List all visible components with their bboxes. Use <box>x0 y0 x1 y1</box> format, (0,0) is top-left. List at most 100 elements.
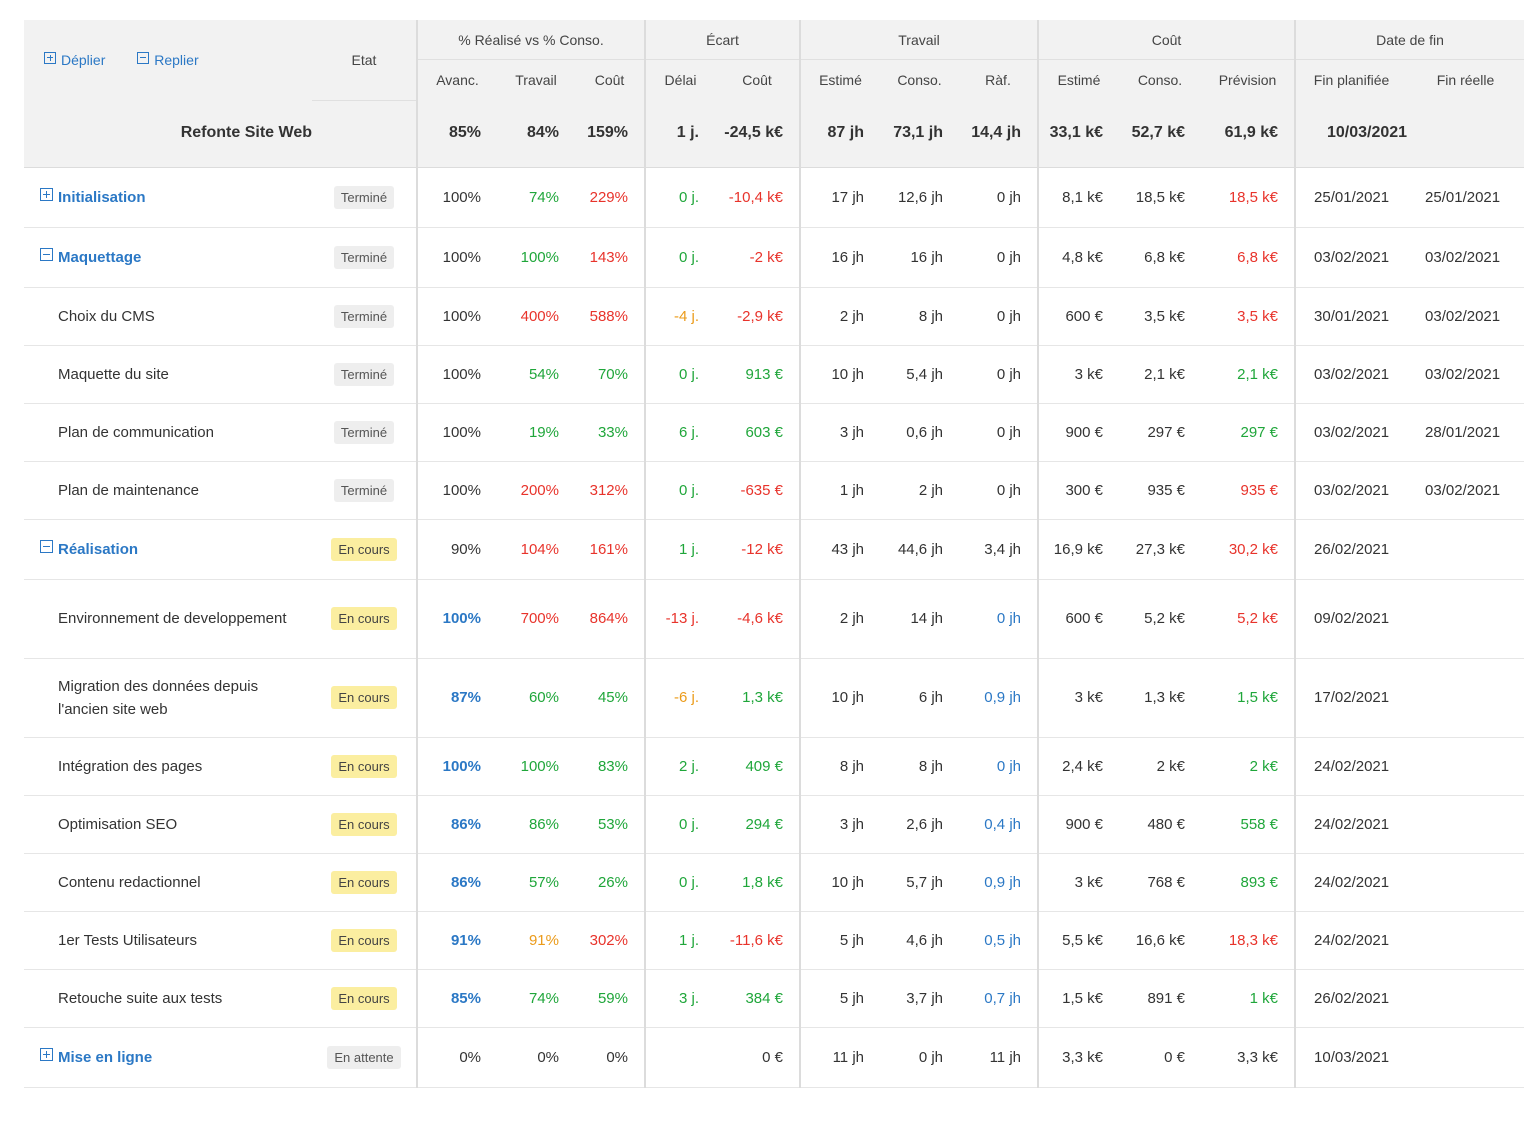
col-header-conso[interactable]: Conso. <box>880 59 959 100</box>
cell-fin-planifiee: 03/02/2021 <box>1294 345 1408 404</box>
col-header-cout-conso[interactable]: Conso. <box>1119 59 1201 100</box>
col-header-fin-reelle[interactable]: Fin réelle <box>1407 59 1524 100</box>
cell-ecart-cout: -11,6 k€ <box>715 911 800 970</box>
task-row[interactable]: Maquette du site Terminé 100% 54% 70% 0 j. 913… <box>24 345 1524 404</box>
cell-raf: 0 jh <box>959 403 1038 462</box>
col-header-ecart-cout[interactable]: Coût <box>715 59 800 100</box>
expand-plus-icon[interactable] <box>40 188 53 202</box>
status-badge: Terminé <box>333 362 395 386</box>
cell-cout-conso: 5,2 k€ <box>1119 579 1201 659</box>
project-total-row: Refonte Site Web 85% 84% 159% 1 j. -24,5… <box>24 100 1524 168</box>
col-header-avanc[interactable]: Avanc. <box>416 59 497 100</box>
cell-delai: 1 j. <box>644 911 715 970</box>
phase-name[interactable]: Mise en ligne <box>58 1048 153 1066</box>
cell-fin-planifiee: 03/02/2021 <box>1294 461 1408 520</box>
cell-cout-estime: 3,3 k€ <box>1037 1027 1119 1088</box>
cell-cout-estime: 600 € <box>1037 579 1119 659</box>
phase-name[interactable]: Réalisation <box>58 540 139 558</box>
cell-conso: 5,4 jh <box>880 345 959 404</box>
task-row[interactable]: Retouche suite aux tests En cours 85% 74% 59… <box>24 969 1524 1028</box>
cell-travail: 86% <box>497 795 575 854</box>
col-header-raf[interactable]: Ràf. <box>959 59 1038 100</box>
task-row[interactable]: 1er Tests Utilisateurs En cours 91% 91% 302%… <box>24 911 1524 970</box>
col-header-cout-estime[interactable]: Estimé <box>1037 59 1119 100</box>
cell-cout-conso: 27,3 k€ <box>1119 519 1201 580</box>
cell-cout: 45% <box>575 658 645 738</box>
cell-cout: 229% <box>575 167 645 228</box>
cell-fin-planifiee: 17/02/2021 <box>1294 658 1408 738</box>
col-header-estime[interactable]: Estimé <box>799 59 880 100</box>
cell-fin-planifiee: 03/02/2021 <box>1294 403 1408 462</box>
task-name-cell: Maquette du site <box>24 345 312 404</box>
phase-name-cell[interactable]: Maquettage <box>24 227 312 288</box>
collapse-minus-icon[interactable] <box>40 540 53 554</box>
col-header-prevision[interactable]: Prévision <box>1201 59 1296 100</box>
cell-cout-estime: 3 k€ <box>1037 853 1119 912</box>
cell-delai: 0 j. <box>644 461 715 520</box>
cell-ecart-cout: 409 € <box>715 737 800 796</box>
expand-all-button[interactable]: Déplier <box>44 51 105 68</box>
task-row[interactable]: Plan de communication Terminé 100% 19% 33% 6 … <box>24 403 1524 462</box>
cell-conso: 5,7 jh <box>880 853 959 912</box>
phase-name-cell[interactable]: Initialisation <box>24 167 312 228</box>
cell-delai: -4 j. <box>644 287 715 346</box>
cell-avanc: 90% <box>416 519 497 580</box>
cell-ecart-cout: 1,8 k€ <box>715 853 800 912</box>
cell-raf: 0,9 jh <box>959 658 1038 738</box>
collapse-all-button[interactable]: Replier <box>137 51 199 68</box>
task-name-cell: Contenu redactionnel <box>24 853 312 912</box>
cell-raf: 0 jh <box>959 579 1038 659</box>
cell-conso: 4,6 jh <box>880 911 959 970</box>
expand-plus-icon[interactable] <box>40 1048 53 1062</box>
task-row[interactable]: Environnement de developpement En cours 10… <box>24 579 1524 659</box>
cell-fin-reelle <box>1407 911 1524 970</box>
task-row[interactable]: Choix du CMS Terminé 100% 400% 588% -4 j. -2,9… <box>24 287 1524 346</box>
phase-row[interactable]: Réalisation En cours 90% 104% 161% 1 j. -12 k€… <box>24 519 1524 580</box>
col-header-delai[interactable]: Délai <box>644 59 715 100</box>
status-badge: En cours <box>331 607 397 630</box>
cell-cout-conso: 935 € <box>1119 461 1201 520</box>
cell-travail: 91% <box>497 911 575 970</box>
cell-fin-reelle <box>1407 853 1524 912</box>
phase-row[interactable]: Maquettage Terminé 100% 100% 143% 0 j. -2 k€ 16… <box>24 227 1524 288</box>
cell-estime: 43 jh <box>799 519 880 580</box>
phase-name-cell[interactable]: Mise en ligne <box>24 1027 312 1088</box>
cell-raf: 0 jh <box>959 167 1038 228</box>
cell-avanc: 100% <box>416 227 497 288</box>
cell-delai: 0 j. <box>644 227 715 288</box>
task-row[interactable]: Contenu redactionnel En cours 86% 57% 26% 0 j… <box>24 853 1524 912</box>
phase-name-cell[interactable]: Réalisation <box>24 519 312 580</box>
col-header-cout[interactable]: Coût <box>575 59 645 100</box>
status-badge: En cours <box>331 870 397 894</box>
etat-cell: En cours <box>312 737 417 796</box>
cell-fin-planifiee: 24/02/2021 <box>1294 795 1408 854</box>
phase-row[interactable]: Mise en ligne En attente 0% 0% 0% 0 €11 jh 0 j… <box>24 1027 1524 1088</box>
phase-row[interactable]: Initialisation Terminé 100% 74% 229% 0 j. -10,… <box>24 167 1524 228</box>
phase-name[interactable]: Initialisation <box>58 188 146 206</box>
task-row[interactable]: Plan de maintenance Terminé 100% 200% 312% 0 … <box>24 461 1524 520</box>
cell-raf: 0 jh <box>959 287 1038 346</box>
col-header-fin-planifiee[interactable]: Fin planifiée <box>1294 59 1408 100</box>
project-travail: 84% <box>497 100 575 168</box>
collapse-minus-icon[interactable] <box>40 248 53 262</box>
etat-cell: En cours <box>312 519 417 580</box>
cell-cout-estime: 8,1 k€ <box>1037 167 1119 228</box>
header-etat: Etat <box>312 20 417 101</box>
cell-cout-estime: 900 € <box>1037 403 1119 462</box>
task-name: Choix du CMS <box>58 307 155 325</box>
cell-delai: -6 j. <box>644 658 715 738</box>
cell-fin-planifiee: 26/02/2021 <box>1294 519 1408 580</box>
task-row[interactable]: Migration des données depuis l'ancien si… <box>24 658 1524 738</box>
status-badge: En cours <box>331 754 397 778</box>
phase-name[interactable]: Maquettage <box>58 248 142 266</box>
cell-estime: 16 jh <box>799 227 880 288</box>
cell-prevision: 6,8 k€ <box>1201 227 1296 288</box>
cell-cout-estime: 1,5 k€ <box>1037 969 1119 1028</box>
col-header-travail[interactable]: Travail <box>497 59 575 100</box>
task-row[interactable]: Optimisation SEO En cours 86% 86% 53% 0 j. 294… <box>24 795 1524 854</box>
etat-cell: En attente <box>312 1027 417 1088</box>
cell-cout-conso: 18,5 k€ <box>1119 167 1201 228</box>
cell-conso: 3,7 jh <box>880 969 959 1028</box>
cell-fin-planifiee: 10/03/2021 <box>1294 1027 1408 1088</box>
task-row[interactable]: Intégration des pages En cours 100% 100% 83%… <box>24 737 1524 796</box>
